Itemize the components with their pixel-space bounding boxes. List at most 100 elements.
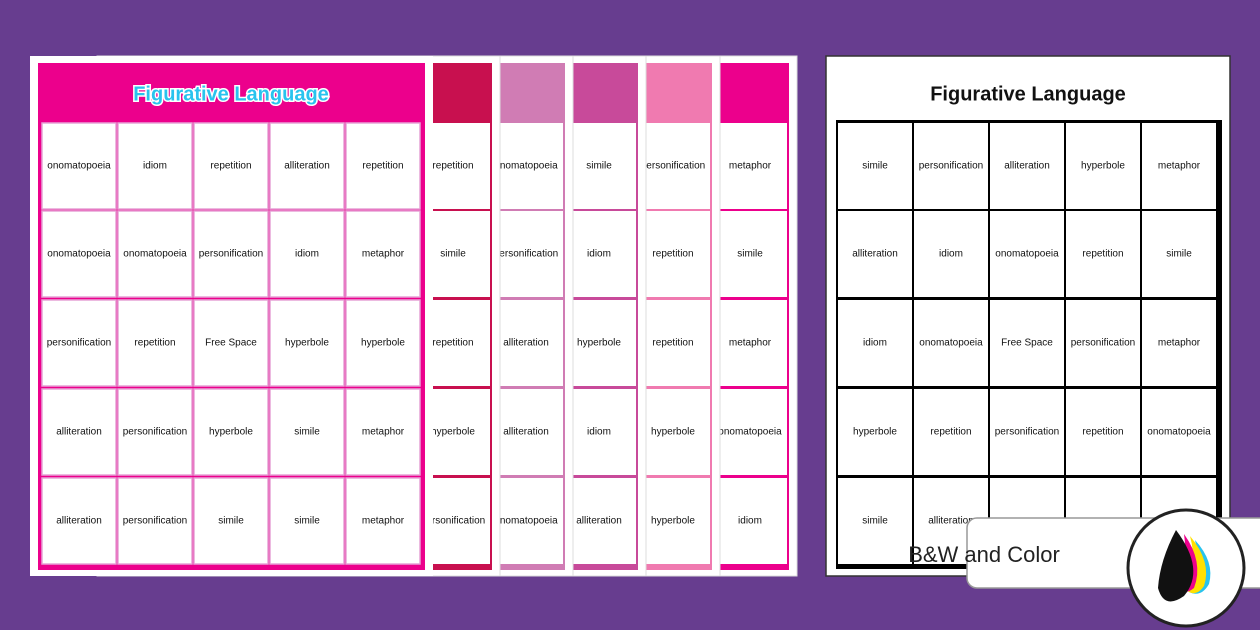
cell-text: repetition: [652, 249, 693, 260]
cell: [41, 299, 117, 387]
cell-text: metaphor: [362, 516, 405, 527]
card-title: Figurative Language: [930, 83, 1126, 105]
cell: [117, 122, 193, 210]
cell: [914, 389, 988, 475]
cell-text: idiom: [738, 516, 762, 527]
cell: [489, 389, 563, 475]
cell: [117, 477, 193, 565]
cell-text: personification: [641, 161, 705, 172]
cell-text: onomatopoeia: [47, 249, 111, 260]
cell: [1142, 389, 1216, 475]
cell: [713, 389, 787, 475]
cell: [562, 300, 636, 386]
cell: [269, 388, 345, 476]
cell-text: simile: [586, 161, 612, 172]
cell-text: simile: [218, 516, 244, 527]
cell: [636, 389, 710, 475]
cell-text: personification: [199, 249, 263, 260]
cell-text: hyperbole: [853, 427, 897, 438]
cell-text: Free Space: [205, 338, 257, 349]
cell: [713, 123, 787, 209]
cell-text: onomatopoeia: [995, 249, 1059, 260]
cell-text: simile: [1166, 249, 1192, 260]
cell: [713, 211, 787, 297]
cell-text: simile: [440, 249, 466, 260]
cell-text: repetition: [432, 161, 473, 172]
cell: [562, 211, 636, 297]
cell: [489, 478, 563, 564]
cell: [914, 300, 988, 386]
cell-text: simile: [294, 427, 320, 438]
cell-text: personification: [123, 516, 187, 527]
cell: [117, 299, 193, 387]
cell: [345, 477, 421, 565]
cell: [193, 388, 269, 476]
badge-text: B&W and Color: [908, 542, 1060, 567]
cell: [345, 388, 421, 476]
cell: [713, 478, 787, 564]
cell: [914, 123, 988, 209]
cell-text: alliteration: [503, 338, 549, 349]
cell: [838, 300, 912, 386]
cell-text: hyperbole: [577, 338, 621, 349]
cell-text: onomatopoeia: [1147, 427, 1211, 438]
cell: [990, 300, 1064, 386]
cell: [41, 210, 117, 298]
cell: [1142, 123, 1216, 209]
cell-text: alliteration: [56, 516, 102, 527]
cell-text: Free Space: [1001, 338, 1053, 349]
cell: [562, 389, 636, 475]
cell-text: repetition: [362, 161, 403, 172]
cell-text: metaphor: [362, 427, 405, 438]
cell-text: idiom: [863, 338, 887, 349]
cell-text: hyperbole: [431, 427, 475, 438]
cell-text: simile: [862, 516, 888, 527]
cell-text: hyperbole: [1081, 161, 1125, 172]
cell-text: metaphor: [1158, 338, 1201, 349]
cell: [914, 211, 988, 297]
cell: [41, 122, 117, 210]
cell: [1066, 123, 1140, 209]
cell-text: onomatopoeia: [919, 338, 983, 349]
cell: [193, 299, 269, 387]
cell-text: alliteration: [1004, 161, 1050, 172]
cell: [117, 210, 193, 298]
cell-text: metaphor: [729, 161, 772, 172]
cell-text: simile: [294, 516, 320, 527]
cell-text: personification: [421, 516, 485, 527]
cell: [345, 122, 421, 210]
cell: [1066, 300, 1140, 386]
cell-text: repetition: [134, 338, 175, 349]
cell: [636, 123, 710, 209]
cell: [1066, 389, 1140, 475]
cell-text: repetition: [210, 161, 251, 172]
card-title: Figurative Language: [133, 83, 329, 105]
cell-text: onomatopoeia: [494, 516, 558, 527]
cell: [345, 299, 421, 387]
cell-text: personification: [995, 427, 1059, 438]
cell-text: metaphor: [1158, 161, 1201, 172]
cell: [41, 388, 117, 476]
cell-text: personification: [47, 338, 111, 349]
cell-text: onomatopoeia: [123, 249, 187, 260]
cell-text: alliteration: [852, 249, 898, 260]
cell: [990, 211, 1064, 297]
cell-text: alliteration: [928, 516, 974, 527]
cell-text: repetition: [1082, 249, 1123, 260]
cell-text: idiom: [587, 427, 611, 438]
cell: [562, 123, 636, 209]
cell-text: hyperbole: [651, 427, 695, 438]
cell: [636, 211, 710, 297]
cell: [269, 122, 345, 210]
cell-text: simile: [862, 161, 888, 172]
cell: [990, 389, 1064, 475]
cell-text: hyperbole: [285, 338, 329, 349]
cell: [345, 210, 421, 298]
cell: [1142, 211, 1216, 297]
cell-text: onomatopoeia: [47, 161, 111, 172]
cell: [838, 123, 912, 209]
cell: [489, 300, 563, 386]
cell-text: alliteration: [56, 427, 102, 438]
